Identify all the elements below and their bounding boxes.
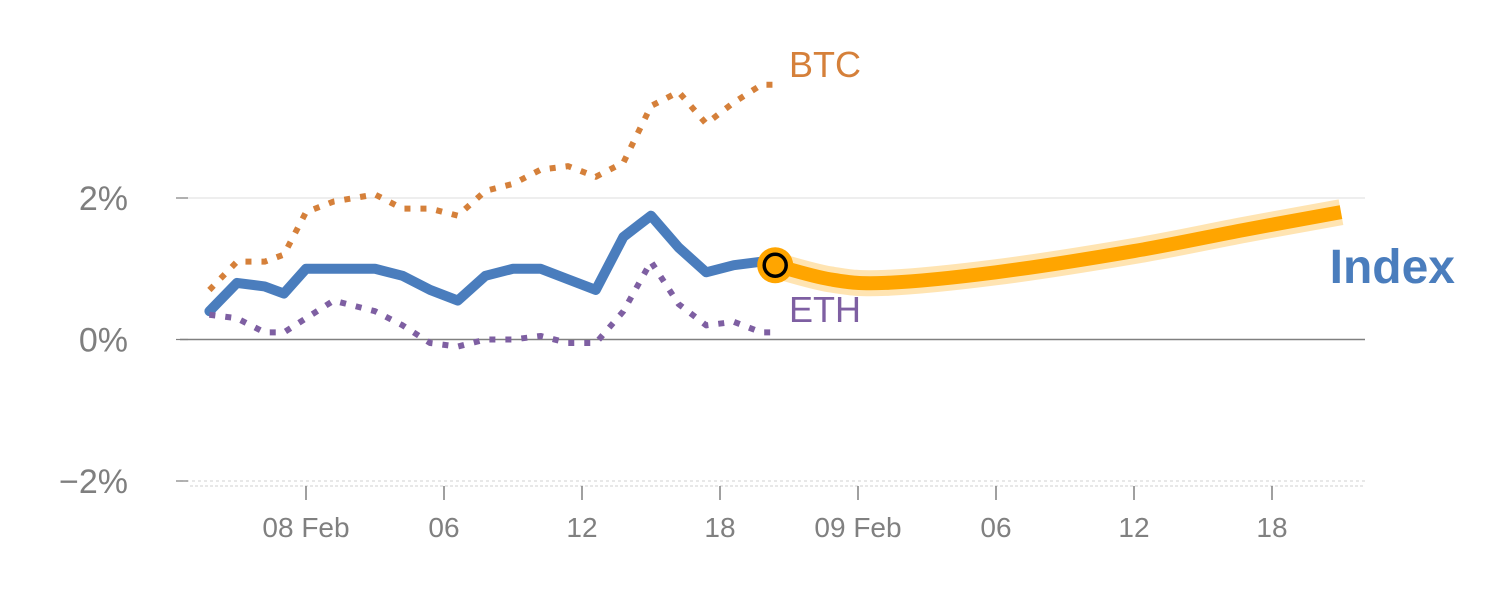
series-label-eth: ETH bbox=[789, 289, 861, 330]
projection-line bbox=[773, 205, 1343, 291]
series-line-btc bbox=[207, 81, 776, 293]
x-tick-label: 18 bbox=[1256, 512, 1287, 543]
x-tick-label: 06 bbox=[428, 512, 459, 543]
y-tick-label: −2% bbox=[59, 463, 128, 501]
x-tick-label: 12 bbox=[566, 512, 597, 543]
x-tick-label: 12 bbox=[1118, 512, 1149, 543]
x-tick-label: 08 Feb bbox=[262, 512, 349, 543]
series-line-eth bbox=[209, 258, 776, 350]
series-label-index: Index bbox=[1330, 241, 1456, 294]
label-layer: BTC Index ETH bbox=[789, 44, 1455, 330]
series-label-btc: BTC bbox=[789, 44, 861, 85]
series-layer bbox=[204, 81, 1344, 350]
x-tick-label: 06 bbox=[980, 512, 1011, 543]
y-tick-label: 2% bbox=[79, 180, 128, 218]
axis-layer: 2% 0% −2% 08 Feb 06 12 18 09 Feb 06 12 18 bbox=[59, 180, 1365, 543]
x-tick-label: 09 Feb bbox=[814, 512, 901, 543]
y-tick-label: 0% bbox=[79, 322, 128, 360]
series-line-index bbox=[204, 210, 781, 317]
junction-marker-inner bbox=[762, 252, 788, 278]
x-tick-label: 18 bbox=[704, 512, 735, 543]
